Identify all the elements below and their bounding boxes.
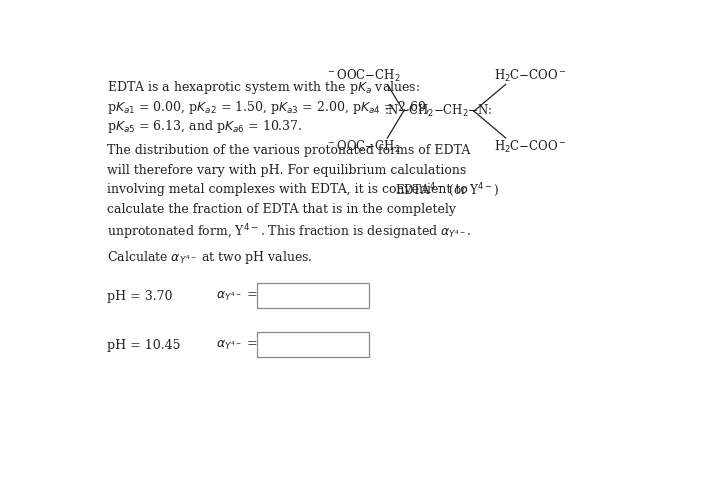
Text: unprotonated form, Y$^{4-}$. This fraction is designated $\alpha_{Y^{4-}}$.: unprotonated form, Y$^{4-}$. This fracti… [107, 223, 471, 242]
Text: involving metal complexes with EDTA, it is convenient to: involving metal complexes with EDTA, it … [107, 183, 467, 196]
Text: Calculate $\alpha_{Y^{4-}}$ at two pH values.: Calculate $\alpha_{Y^{4-}}$ at two pH va… [107, 249, 312, 265]
Text: The distribution of the various protonated forms of EDTA: The distribution of the various protonat… [107, 144, 470, 157]
Text: :N$-$CH$_2$$-$CH$_2$$-$N:: :N$-$CH$_2$$-$CH$_2$$-$N: [384, 103, 493, 119]
Text: $^-$OOC$-$CH$_2$: $^-$OOC$-$CH$_2$ [326, 67, 400, 83]
Text: H$_2$C$-$COO$^-$: H$_2$C$-$COO$^-$ [495, 139, 567, 155]
Text: pH = 10.45: pH = 10.45 [107, 339, 180, 351]
Text: H$_2$C$-$COO$^-$: H$_2$C$-$COO$^-$ [495, 67, 567, 83]
Text: calculate the fraction of EDTA that is in the completely: calculate the fraction of EDTA that is i… [107, 203, 456, 216]
Text: p$K_{a5}$ = 6.13, and p$K_{a6}$ = 10.37.: p$K_{a5}$ = 6.13, and p$K_{a6}$ = 10.37. [107, 118, 302, 135]
Text: pH = 3.70: pH = 3.70 [107, 290, 172, 303]
Text: EDTA is a hexaprotic system with the p$K_a$ values:: EDTA is a hexaprotic system with the p$K… [107, 79, 420, 96]
Text: $\alpha_{Y^{4-}}$ =: $\alpha_{Y^{4-}}$ = [215, 339, 257, 351]
FancyBboxPatch shape [258, 332, 369, 357]
Text: EDTA$^{4-}$ (or Y$^{4-}$): EDTA$^{4-}$ (or Y$^{4-}$) [395, 181, 499, 199]
Text: will therefore vary with pH. For equilibrium calculations: will therefore vary with pH. For equilib… [107, 164, 466, 177]
Text: $\alpha_{Y^{4-}}$ =: $\alpha_{Y^{4-}}$ = [215, 290, 257, 303]
Text: p$K_{a1}$ = 0.00, p$K_{a2}$ = 1.50, p$K_{a3}$ = 2.00, p$K_{a4}$ = 2.69,: p$K_{a1}$ = 0.00, p$K_{a2}$ = 1.50, p$K_… [107, 99, 430, 116]
FancyBboxPatch shape [258, 283, 369, 308]
Text: $^-$OOC$-$CH$_2$: $^-$OOC$-$CH$_2$ [326, 139, 400, 155]
